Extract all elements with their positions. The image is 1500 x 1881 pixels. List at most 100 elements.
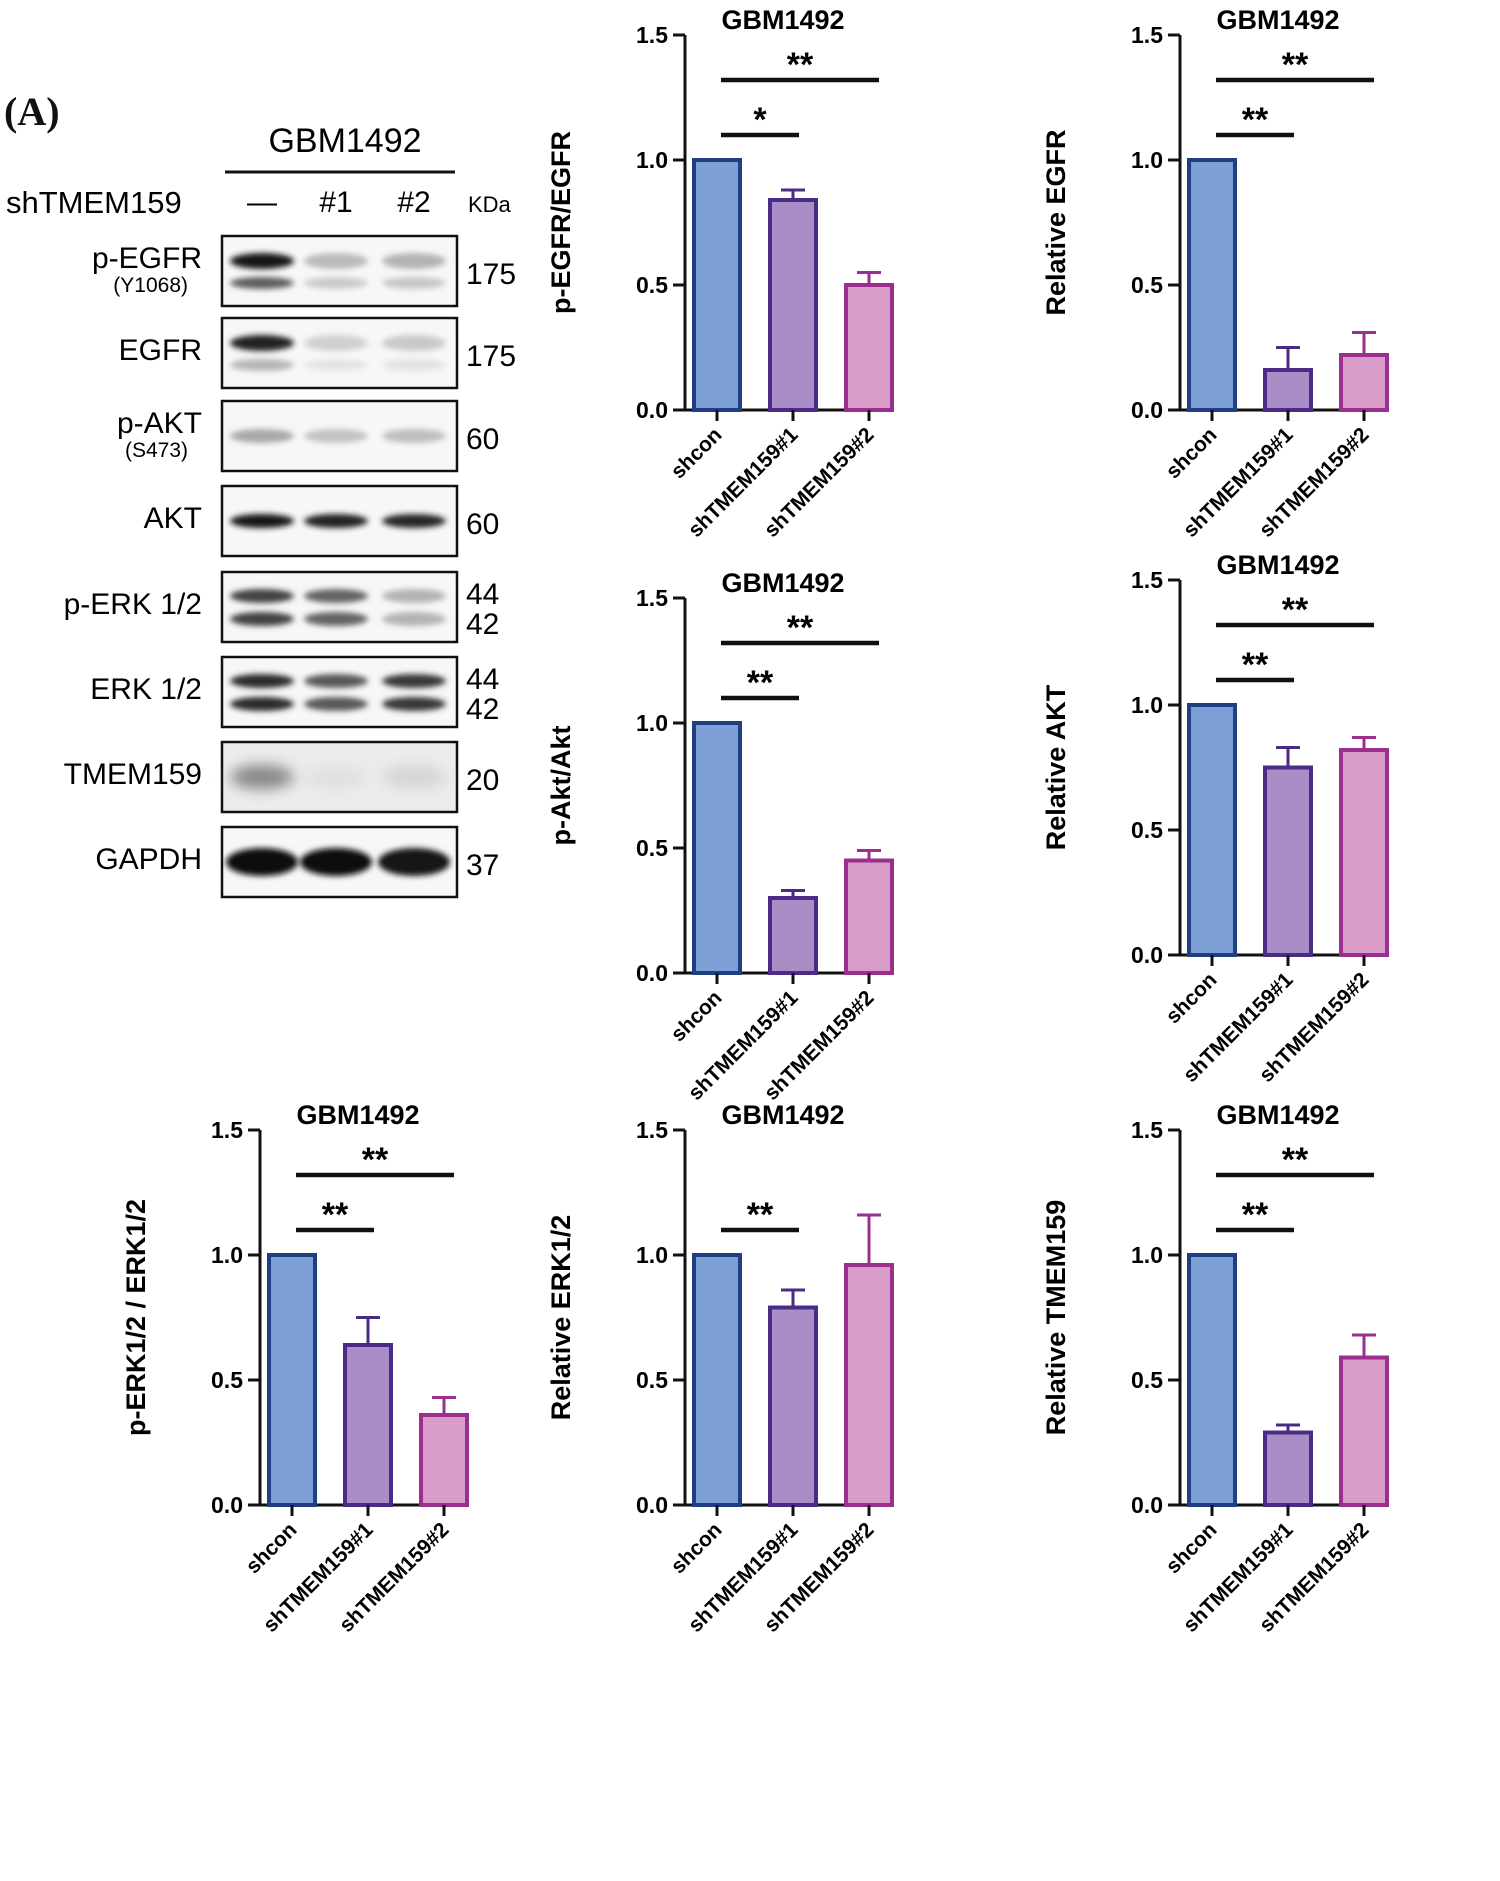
blot-band (230, 765, 294, 789)
y-tick-label: 0.5 (636, 272, 668, 298)
y-tick-label: 1.5 (636, 585, 668, 611)
significance-label: ** (1282, 1141, 1309, 1179)
significance-label: ** (747, 1196, 774, 1234)
blot-kda-value: 60 (466, 423, 499, 456)
blot-band (304, 589, 368, 603)
y-tick-label: 1.5 (636, 22, 668, 48)
significance-label: ** (1242, 646, 1269, 684)
blot-band (300, 848, 372, 876)
y-tick-label: 0.0 (636, 1492, 668, 1518)
chart-ylabel: p-Akt/Akt (546, 725, 576, 845)
blot-condition-label: shTMEM159 (6, 185, 182, 220)
bar (692, 721, 742, 975)
blot-row-name: AKT (144, 502, 202, 535)
chart-title: GBM1492 (721, 1100, 844, 1130)
blot-band (230, 514, 294, 528)
blot-band (382, 277, 446, 289)
bar (692, 1253, 742, 1507)
bar (1339, 748, 1389, 957)
y-tick-label: 1.5 (211, 1117, 243, 1143)
x-tick-label: shcon (667, 423, 727, 483)
chart-p-egfr-ratio: GBM1492p-EGFR/EGFR0.00.51.01.5shconshTME… (546, 5, 894, 542)
blot-kda-label: KDa (468, 192, 512, 217)
blot-band (382, 514, 446, 528)
y-tick-label: 0.0 (1131, 397, 1163, 423)
blot-row: GAPDH 37 (95, 825, 499, 899)
panel-label: (A) (4, 89, 60, 134)
blot-kda-value: 44 (466, 663, 499, 696)
blot-band (230, 335, 294, 351)
chart-ylabel: Relative EGFR (1041, 129, 1071, 315)
blot-frame (220, 570, 459, 644)
blot-row: p-AKT(S473) 60 (117, 399, 499, 473)
bar (267, 1253, 317, 1507)
y-tick-label: 0.5 (636, 1367, 668, 1393)
y-tick-label: 0.5 (1131, 272, 1163, 298)
chart-title: GBM1492 (721, 5, 844, 35)
western-blot: GBM1492 shTMEM159 — #1 #2 KDa p-EGFR(Y1068) 175… (6, 122, 516, 899)
chart-title: GBM1492 (721, 568, 844, 598)
blot-band (304, 514, 368, 528)
chart-ylabel: p-EGFR/EGFR (546, 131, 576, 314)
y-tick-label: 0.0 (636, 960, 668, 986)
significance-label: ** (322, 1196, 349, 1234)
blot-row: TMEM159 20 (64, 740, 499, 814)
bar (1187, 703, 1237, 957)
bar (844, 858, 894, 975)
chart-p-erk-ratio: GBM1492 p-ERK1/2 / ERK1/2 0.0 0.5 1.0 1.5 shco… (121, 1100, 469, 1637)
bar (1263, 368, 1313, 412)
y-tick-label: 0.0 (636, 397, 668, 423)
significance-label: ** (787, 609, 814, 647)
y-tick-label: 0.0 (1131, 942, 1163, 968)
y-tick-label: 1.0 (1131, 1242, 1163, 1268)
blot-band (304, 697, 368, 711)
blot-kda-value: 20 (466, 764, 499, 797)
blot-kda-value: 42 (466, 608, 499, 641)
blot-band (230, 277, 294, 289)
y-tick-label: 0.5 (1131, 817, 1163, 843)
blot-lane-label: — (247, 186, 277, 219)
blot-cell-line: GBM1492 (268, 122, 421, 160)
blot-band (382, 359, 446, 371)
bar (844, 283, 894, 412)
blot-band (230, 589, 294, 603)
x-tick-label: shcon (667, 986, 727, 1046)
bar (1339, 353, 1389, 412)
bar (419, 1413, 469, 1507)
x-tick-label: shcon (667, 1518, 727, 1578)
significance-label: ** (787, 46, 814, 84)
chart-ylabel: Relative AKT (1041, 684, 1071, 850)
significance-label: ** (1242, 1196, 1269, 1234)
bar (1263, 1430, 1313, 1507)
x-tick-label: shcon (1162, 1518, 1222, 1578)
chart-title: GBM1492 (296, 1100, 419, 1130)
bar (1187, 1253, 1237, 1507)
bar (1187, 158, 1237, 412)
blot-row-name: p-EGFR (92, 242, 202, 275)
blot-band (230, 359, 294, 371)
blot-band (304, 253, 368, 269)
blot-band (230, 674, 294, 688)
significance-label: ** (1282, 46, 1309, 84)
blot-band (230, 253, 294, 269)
blot-row-name: TMEM159 (64, 758, 202, 791)
bar (768, 1305, 818, 1507)
blot-band (304, 277, 368, 289)
blot-band (230, 697, 294, 711)
blot-band (304, 612, 368, 626)
y-tick-label: 0.5 (211, 1367, 243, 1393)
blot-row: EGFR 175 (119, 316, 516, 390)
blot-band (304, 335, 368, 351)
blot-band (382, 253, 446, 269)
blot-row: p-EGFR(Y1068) 175 (92, 234, 516, 308)
y-tick-label: 0.5 (1131, 1367, 1163, 1393)
y-tick-label: 1.0 (1131, 692, 1163, 718)
y-tick-label: 1.0 (1131, 147, 1163, 173)
blot-frame (220, 316, 459, 390)
chart-ylabel: Relative TMEM159 (1041, 1200, 1071, 1436)
x-tick-label: shcon (1162, 423, 1222, 483)
blot-row-sub: (S473) (125, 439, 188, 462)
